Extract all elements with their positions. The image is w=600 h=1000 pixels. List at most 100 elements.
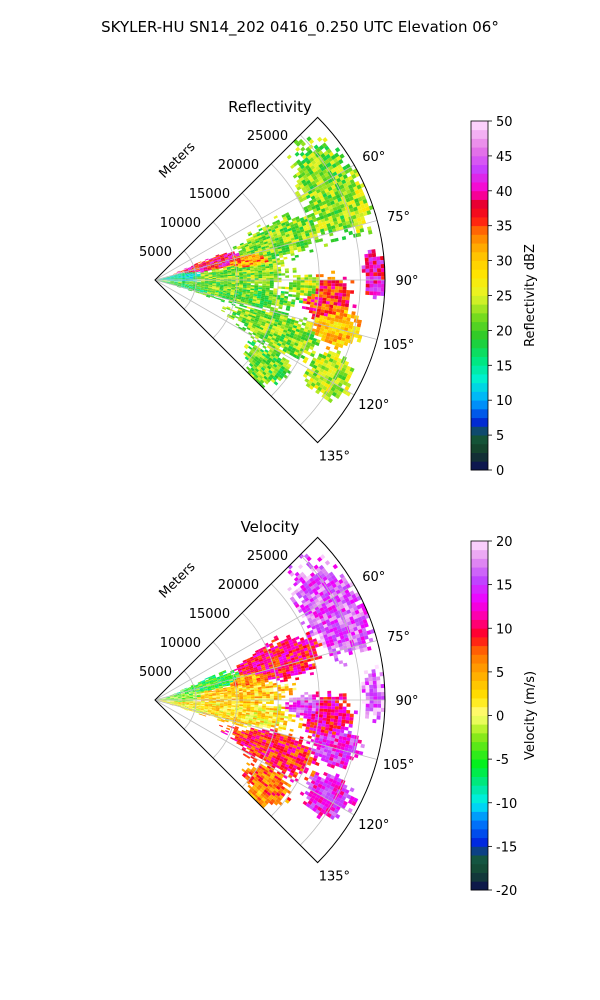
echo-cell [269,712,274,715]
echo-cell [326,718,331,722]
echo-cell [337,208,343,214]
echo-cell [253,234,258,239]
echo-cell [174,278,178,280]
echo-cell [351,311,356,316]
echo-cell [272,755,277,759]
echo-cell [377,272,382,277]
echo-cell [223,283,228,286]
echo-cell [174,276,178,278]
echo-cell [185,695,190,697]
echo-cell [201,681,206,684]
echo-cell [272,292,277,295]
echo-cell [185,704,190,706]
echo-cell [268,263,273,266]
echo-cell [312,574,318,580]
echo-cell [279,367,284,373]
echo-cell [286,305,291,309]
echo-cell [216,677,221,680]
echo-cell [302,373,308,379]
echo-cell [269,367,275,372]
echo-cell [245,681,250,684]
echo-cell [254,308,259,312]
echo-cell [188,707,193,709]
echo-cell [197,701,201,703]
echo-cell [247,672,252,676]
echo-cell [287,676,292,679]
echo-cell [224,257,229,260]
echo-cell [319,607,325,612]
panel-title: Velocity [241,518,300,536]
echo-cell [272,370,278,375]
echo-cell [227,690,232,693]
echo-cell [189,704,193,706]
echo-cell [369,692,374,697]
echo-cell [258,328,263,333]
colorbar-segment [471,121,488,131]
echo-cell [301,587,307,592]
echo-cell [356,184,362,190]
echo-cell [227,673,232,677]
echo-cell [273,710,278,713]
echo-cell [319,187,325,192]
echo-cell [280,711,285,714]
echo-cell [311,328,317,333]
echo-cell [170,281,174,283]
echo-cell [331,330,336,335]
echo-cell [262,272,266,275]
echo-cell [223,707,228,709]
echo-cell [261,690,266,693]
echo-cell [250,367,255,372]
echo-cell [242,670,247,674]
echo-cell [297,248,302,253]
echo-cell [262,283,267,286]
echo-cell [264,663,269,667]
echo-cell [306,599,311,605]
echo-cell [297,763,303,768]
echo-cell [259,333,265,338]
echo-cell [300,290,305,293]
echo-cell [303,715,308,719]
echo-cell [232,311,237,315]
echo-cell [272,357,278,362]
echo-cell [246,693,251,696]
echo-cell [289,641,294,646]
echo-cell [244,343,250,348]
echo-cell [328,730,333,735]
echo-cell [249,266,254,269]
echo-cell [241,328,246,332]
echo-cell [197,697,201,699]
echo-cell [265,311,270,315]
echo-cell [273,233,278,237]
echo-cell [296,574,302,580]
echo-cell [166,277,171,279]
echo-cell [251,659,256,663]
echo-cell [237,247,242,250]
echo-cell [358,644,364,649]
echo-cell [271,720,276,724]
echo-cell [162,700,167,701]
echo-cell [345,197,351,203]
echo-cell [305,344,311,349]
echo-cell [310,382,316,388]
echo-cell [242,692,247,694]
echo-cell [238,267,243,270]
echo-cell [181,286,185,288]
echo-cell [174,699,178,700]
echo-cell [321,354,327,360]
echo-cell [242,289,247,292]
echo-cell [217,259,222,262]
echo-cell [249,668,254,671]
echo-cell [271,365,276,370]
echo-cell [181,283,186,285]
echo-cell [347,192,353,198]
echo-cell [245,717,250,720]
echo-cell [308,285,313,289]
echo-cell [316,356,322,361]
echo-cell [252,663,257,667]
echo-cell [231,695,236,698]
echo-cell [222,266,227,268]
echo-cell [344,217,350,222]
echo-cell [245,296,250,299]
echo-cell [238,288,243,291]
echo-cell [258,696,263,699]
